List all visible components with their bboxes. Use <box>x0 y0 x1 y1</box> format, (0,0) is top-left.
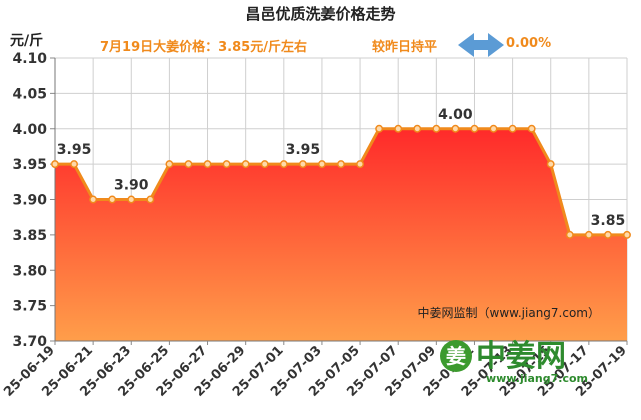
y-tick-label: 4.05 <box>12 86 47 102</box>
data-point <box>451 124 460 133</box>
data-label: 4.00 <box>438 107 473 123</box>
y-tick-label: 3.85 <box>12 228 47 244</box>
data-point <box>489 124 498 133</box>
data-point <box>546 160 555 169</box>
data-point <box>184 160 193 169</box>
logo-url: www.jiang7.com <box>486 372 588 385</box>
data-point <box>70 160 79 169</box>
data-point <box>432 124 441 133</box>
logo-mark: 姜 <box>446 344 466 368</box>
axes <box>54 58 627 342</box>
y-tick-label: 3.95 <box>12 157 47 173</box>
data-point <box>337 160 345 169</box>
data-label: 3.95 <box>286 142 321 158</box>
y-tick-label: 3.80 <box>12 263 47 279</box>
price-area <box>55 128 627 341</box>
data-point <box>584 230 593 239</box>
data-point <box>298 160 307 169</box>
data-point <box>279 160 288 169</box>
logo-name: 中姜网 <box>476 339 566 374</box>
logo: 姜 中姜网 www.jiang7.com <box>440 339 588 385</box>
source-credit: 中姜网监制（www.jiang7.com） <box>418 305 600 320</box>
change-percent: 0.00% <box>506 36 552 51</box>
price-subtitle: 7月19日大姜价格：3.85元/斤左右 <box>100 40 307 55</box>
y-tick-label: 4.00 <box>12 122 47 138</box>
data-point <box>508 124 517 133</box>
data-point <box>127 195 136 204</box>
data-labels: 3.95 3.90 3.95 4.00 3.85 <box>57 107 625 229</box>
data-point <box>203 160 212 169</box>
y-tick-label: 4.10 <box>12 51 47 67</box>
y-tick-label: 3.75 <box>12 299 47 315</box>
data-point <box>260 160 269 169</box>
y-axis-tick-labels: 3.70 3.75 3.80 3.85 3.90 3.95 4.00 4.05 4.10 <box>12 51 47 350</box>
data-point <box>527 124 536 133</box>
compare-subtitle: 较昨日持平 <box>372 40 438 55</box>
data-point <box>603 230 612 239</box>
data-point <box>165 160 174 169</box>
data-point <box>375 124 384 133</box>
data-point <box>89 195 98 204</box>
data-point <box>51 160 59 169</box>
data-points <box>51 124 631 239</box>
data-label: 3.95 <box>57 142 92 158</box>
y-axis-unit: 元/斤 <box>10 33 44 49</box>
data-point <box>413 124 422 133</box>
data-point <box>108 195 117 204</box>
data-point <box>470 124 479 133</box>
y-tick-label: 3.70 <box>12 334 47 350</box>
data-point <box>222 160 231 169</box>
data-point <box>317 160 326 169</box>
data-label: 3.85 <box>591 213 626 229</box>
data-point <box>356 160 365 169</box>
data-point <box>623 230 631 239</box>
double-arrow-icon <box>458 33 504 57</box>
chart-title: 昌邑优质洗姜价格走势 <box>245 5 396 23</box>
data-point <box>241 160 250 169</box>
data-point <box>394 124 403 133</box>
y-tick-label: 3.90 <box>12 193 47 209</box>
data-point <box>146 195 155 204</box>
data-point <box>565 230 574 239</box>
logo-emblem-icon <box>440 340 472 372</box>
data-label: 3.90 <box>114 178 149 194</box>
